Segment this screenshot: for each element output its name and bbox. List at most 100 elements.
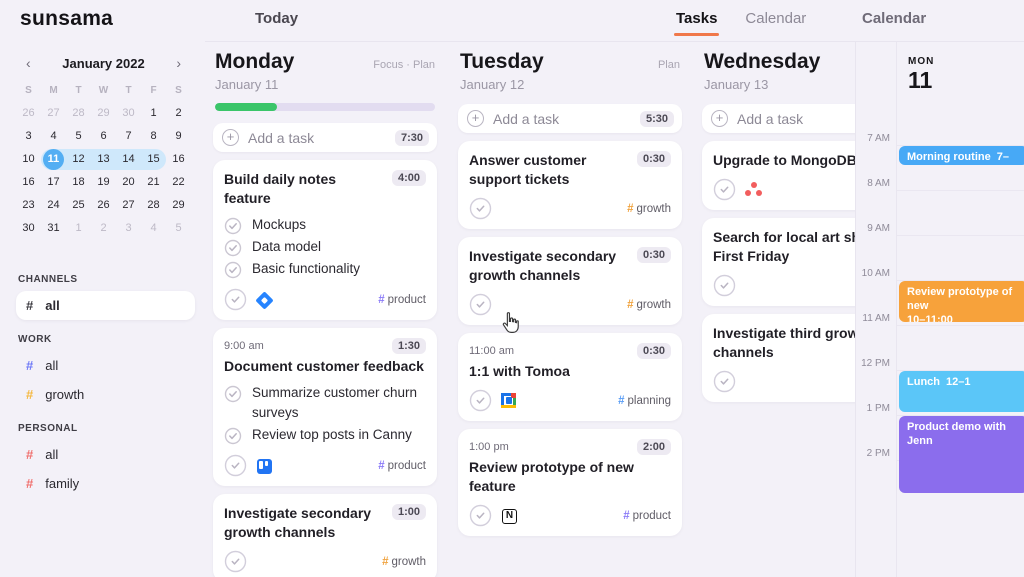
check-circle-icon[interactable]: [469, 197, 492, 220]
calendar-event[interactable]: Morning routine 7–7:30: [899, 146, 1024, 165]
calendar-day[interactable]: 18: [72, 176, 85, 188]
add-task-button[interactable]: + Add a task: [702, 104, 855, 133]
hour-label: 9 AM: [867, 223, 890, 234]
calendar-day[interactable]: 3: [25, 130, 32, 142]
check-circle-icon[interactable]: [224, 239, 242, 257]
calendar-day[interactable]: 30: [122, 107, 135, 119]
calendar-day[interactable]: 26: [97, 199, 110, 211]
calendar-day[interactable]: 26: [22, 107, 35, 119]
task-title: Search for local art shows on First Frid…: [713, 229, 855, 264]
task-card[interactable]: Answer customer support tickets 0:30 # gro…: [458, 141, 682, 229]
check-circle-icon[interactable]: [224, 385, 242, 403]
column-header-links[interactable]: Plan: [657, 59, 680, 71]
check-circle-icon[interactable]: [224, 261, 242, 279]
calendar-day[interactable]: 22: [172, 176, 185, 188]
task-card[interactable]: Upgrade to MongoDB: [702, 141, 855, 210]
calendar-day[interactable]: 30: [22, 222, 35, 234]
subtask-row[interactable]: Mockups: [224, 214, 426, 236]
calendar-day[interactable]: 5: [175, 222, 182, 234]
sidebar-channel-all[interactable]: # all: [16, 351, 195, 380]
calendar-day[interactable]: 9: [175, 130, 182, 142]
task-duration-badge: 0:30: [636, 151, 671, 167]
add-task-button[interactable]: + Add a task 5:30: [458, 104, 682, 133]
channel-label: all: [45, 298, 60, 313]
calendar-day[interactable]: 2: [175, 107, 182, 119]
task-card[interactable]: Investigate third growth channels: [702, 314, 855, 402]
subtask-row[interactable]: Summarize customer churn surveys: [224, 382, 426, 424]
calendar-day[interactable]: 13: [91, 149, 116, 170]
calendar-day[interactable]: 29: [172, 199, 185, 211]
check-circle-icon[interactable]: [713, 274, 736, 297]
day-column-wednesday: Wednesday January 13 + Add a task Upgrade to…: [702, 42, 855, 402]
calendar-event[interactable]: Product demo with Jenn: [899, 416, 1024, 493]
check-circle-icon[interactable]: [224, 288, 247, 311]
hour-label: 11 AM: [862, 313, 890, 324]
check-circle-icon[interactable]: [224, 217, 242, 235]
add-task-button[interactable]: + Add a task 7:30: [213, 123, 437, 152]
task-card[interactable]: Search for local art shows on First Frid…: [702, 218, 855, 306]
next-month-icon[interactable]: ›: [176, 55, 181, 71]
task-card[interactable]: 11:00 am 0:30 1:1 with Tomoa # planning: [458, 333, 682, 421]
task-card[interactable]: Build daily notes feature 4:00 Mockups Da…: [213, 160, 437, 320]
tab-tasks[interactable]: Tasks: [673, 10, 720, 36]
check-circle-icon[interactable]: [469, 504, 492, 527]
calendar-day[interactable]: 4: [50, 130, 57, 142]
calendar-day[interactable]: 31: [47, 222, 60, 234]
calendar-day[interactable]: 8: [150, 130, 157, 142]
calendar-day[interactable]: 25: [72, 199, 85, 211]
calendar-day[interactable]: 28: [72, 107, 85, 119]
check-circle-icon[interactable]: [224, 427, 242, 445]
subtask-row[interactable]: Data model: [224, 236, 426, 258]
calendar-day[interactable]: 10: [22, 153, 35, 165]
plus-icon: +: [222, 129, 239, 146]
calendar-event[interactable]: Lunch 12–1: [899, 371, 1024, 412]
task-card[interactable]: 9:00 am 1:30 Document customer feedback Su…: [213, 328, 437, 486]
calendar-day-selected[interactable]: 11: [41, 149, 66, 170]
subtask-row[interactable]: Basic functionality: [224, 258, 426, 280]
calendar-day[interactable]: 16: [22, 176, 35, 188]
check-circle-icon[interactable]: [469, 293, 492, 316]
calendar-day[interactable]: 28: [147, 199, 160, 211]
calendar-day[interactable]: 19: [97, 176, 110, 188]
calendar-day[interactable]: 16: [172, 153, 185, 165]
calendar-day[interactable]: 23: [22, 199, 35, 211]
check-circle-icon[interactable]: [713, 178, 736, 201]
calendar-day[interactable]: 5: [75, 130, 82, 142]
calendar-day[interactable]: 4: [150, 222, 157, 234]
event-time: 10–11:00: [907, 314, 953, 322]
calendar-day[interactable]: 15: [141, 149, 166, 170]
calendar-day[interactable]: 2: [100, 222, 107, 234]
prev-month-icon[interactable]: ‹: [26, 55, 31, 71]
calendar-event[interactable]: Review prototype of new 10–11:00: [899, 281, 1024, 322]
calendar-day[interactable]: 1: [150, 107, 157, 119]
sidebar-channel-growth[interactable]: # growth: [16, 380, 195, 409]
calendar-day[interactable]: 3: [125, 222, 132, 234]
calendar-day[interactable]: 17: [47, 176, 60, 188]
sidebar-channel-all[interactable]: # all: [16, 440, 195, 469]
calendar-day[interactable]: 14: [116, 149, 141, 170]
calendar-day[interactable]: 27: [122, 199, 135, 211]
calendar-day[interactable]: 24: [47, 199, 60, 211]
today-label[interactable]: Today: [255, 10, 299, 27]
calendar-day[interactable]: 20: [122, 176, 135, 188]
calendar-day[interactable]: 21: [147, 176, 160, 188]
column-header-links[interactable]: Focus · Plan: [373, 59, 435, 71]
tab-calendar[interactable]: Calendar: [745, 10, 807, 27]
task-channel-tag: # growth: [627, 298, 671, 311]
check-circle-icon[interactable]: [224, 454, 247, 477]
check-circle-icon[interactable]: [713, 370, 736, 393]
calendar-day[interactable]: 7: [125, 130, 132, 142]
check-circle-icon[interactable]: [469, 389, 492, 412]
task-card[interactable]: 1:00 pm 2:00 Review prototype of new featu…: [458, 429, 682, 536]
sidebar-channel-all[interactable]: # all: [16, 291, 195, 320]
calendar-day[interactable]: 6: [100, 130, 107, 142]
subtask-row[interactable]: Review top posts in Canny: [224, 424, 426, 446]
task-card[interactable]: Investigate secondary growth channels 1:0…: [213, 494, 437, 577]
calendar-day[interactable]: 12: [66, 149, 91, 170]
calendar-day[interactable]: 1: [75, 222, 82, 234]
task-card[interactable]: Investigate secondary growth channels 0:3…: [458, 237, 682, 325]
calendar-day[interactable]: 29: [97, 107, 110, 119]
check-circle-icon[interactable]: [224, 550, 247, 573]
calendar-day[interactable]: 27: [47, 107, 60, 119]
sidebar-channel-family[interactable]: # family: [16, 469, 195, 498]
